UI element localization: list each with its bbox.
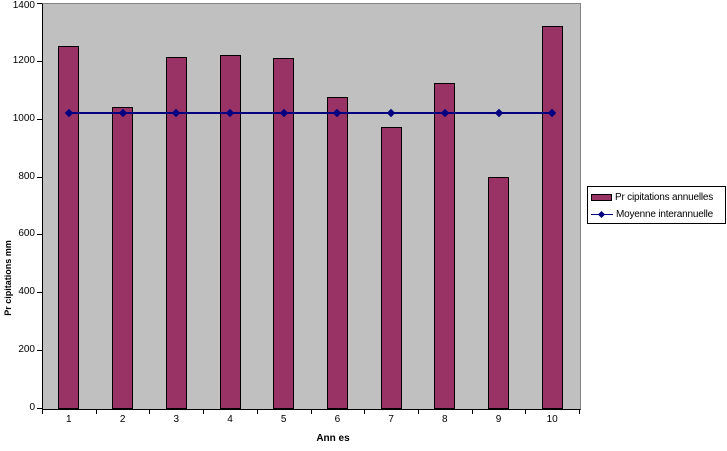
x-axis-tick-label: 8 bbox=[442, 414, 448, 425]
x-axis-tick bbox=[471, 409, 473, 414]
x-axis-tick-label: 1 bbox=[66, 414, 72, 425]
y-axis-tick-label: 1200 bbox=[12, 54, 35, 66]
bar bbox=[58, 46, 80, 409]
y-axis-tick-label: 600 bbox=[18, 228, 35, 240]
legend-label: Pr cipitations annuelles bbox=[615, 192, 714, 203]
x-axis-tick bbox=[310, 409, 312, 414]
x-axis-tick-label: 3 bbox=[173, 414, 180, 425]
x-axis-tick bbox=[256, 409, 258, 414]
line-series-marker-icon bbox=[591, 210, 613, 219]
bar bbox=[219, 55, 241, 409]
y-axis-tick-label: 1000 bbox=[12, 112, 35, 124]
x-axis-tick-label: 10 bbox=[546, 414, 558, 425]
legend-item-moyenne: Moyenne interannuelle bbox=[591, 206, 725, 223]
bar bbox=[326, 97, 348, 409]
bar bbox=[112, 107, 134, 409]
y-axis-tick bbox=[37, 350, 42, 352]
x-axis-tick-label: 9 bbox=[495, 414, 502, 425]
x-axis-tick bbox=[95, 409, 97, 414]
y-axis-tick-label: 1400 bbox=[12, 0, 35, 11]
y-axis-tick bbox=[37, 60, 42, 62]
x-axis-title: Ann es bbox=[316, 433, 350, 444]
x-axis-tick-label: 6 bbox=[334, 414, 341, 425]
legend-item-precipitations: Pr cipitations annuelles bbox=[591, 189, 725, 206]
y-axis-tick bbox=[37, 234, 42, 236]
y-axis-tick-label: 800 bbox=[18, 170, 35, 182]
y-axis-tick bbox=[37, 176, 42, 178]
x-axis-tick bbox=[525, 409, 527, 414]
y-axis-tick bbox=[37, 3, 42, 4]
y-axis-tick bbox=[37, 292, 42, 294]
bar bbox=[434, 82, 456, 409]
y-axis-title: Pr cipitations mm bbox=[3, 240, 13, 316]
bar bbox=[541, 26, 563, 409]
x-axis-tick-label: 7 bbox=[388, 414, 394, 425]
y-axis-tick-label: 200 bbox=[18, 344, 35, 356]
legend-label: Moyenne interannuelle bbox=[616, 209, 713, 220]
bar bbox=[165, 56, 187, 409]
bar bbox=[488, 176, 509, 409]
x-axis-tick bbox=[149, 409, 151, 414]
y-axis-tick-label: 0 bbox=[29, 402, 35, 413]
y-axis-tick bbox=[37, 118, 42, 120]
x-axis-tick bbox=[417, 409, 419, 414]
x-axis-tick bbox=[364, 409, 366, 414]
bar bbox=[380, 127, 402, 409]
mean-line bbox=[68, 111, 553, 114]
x-axis-tick bbox=[203, 409, 205, 414]
y-axis-tick bbox=[37, 408, 42, 409]
x-axis-tick-label: 4 bbox=[227, 414, 233, 425]
x-axis-tick bbox=[42, 409, 43, 414]
x-axis-tick-label: 2 bbox=[119, 414, 126, 425]
y-axis-tick-label: 400 bbox=[18, 286, 35, 298]
bar bbox=[273, 58, 295, 409]
x-axis-tick bbox=[579, 409, 580, 414]
x-axis-tick-label: 5 bbox=[280, 414, 287, 425]
legend: Pr cipitations annuelles Moyenne interan… bbox=[587, 186, 726, 224]
bar-series-swatch-icon bbox=[591, 194, 612, 201]
